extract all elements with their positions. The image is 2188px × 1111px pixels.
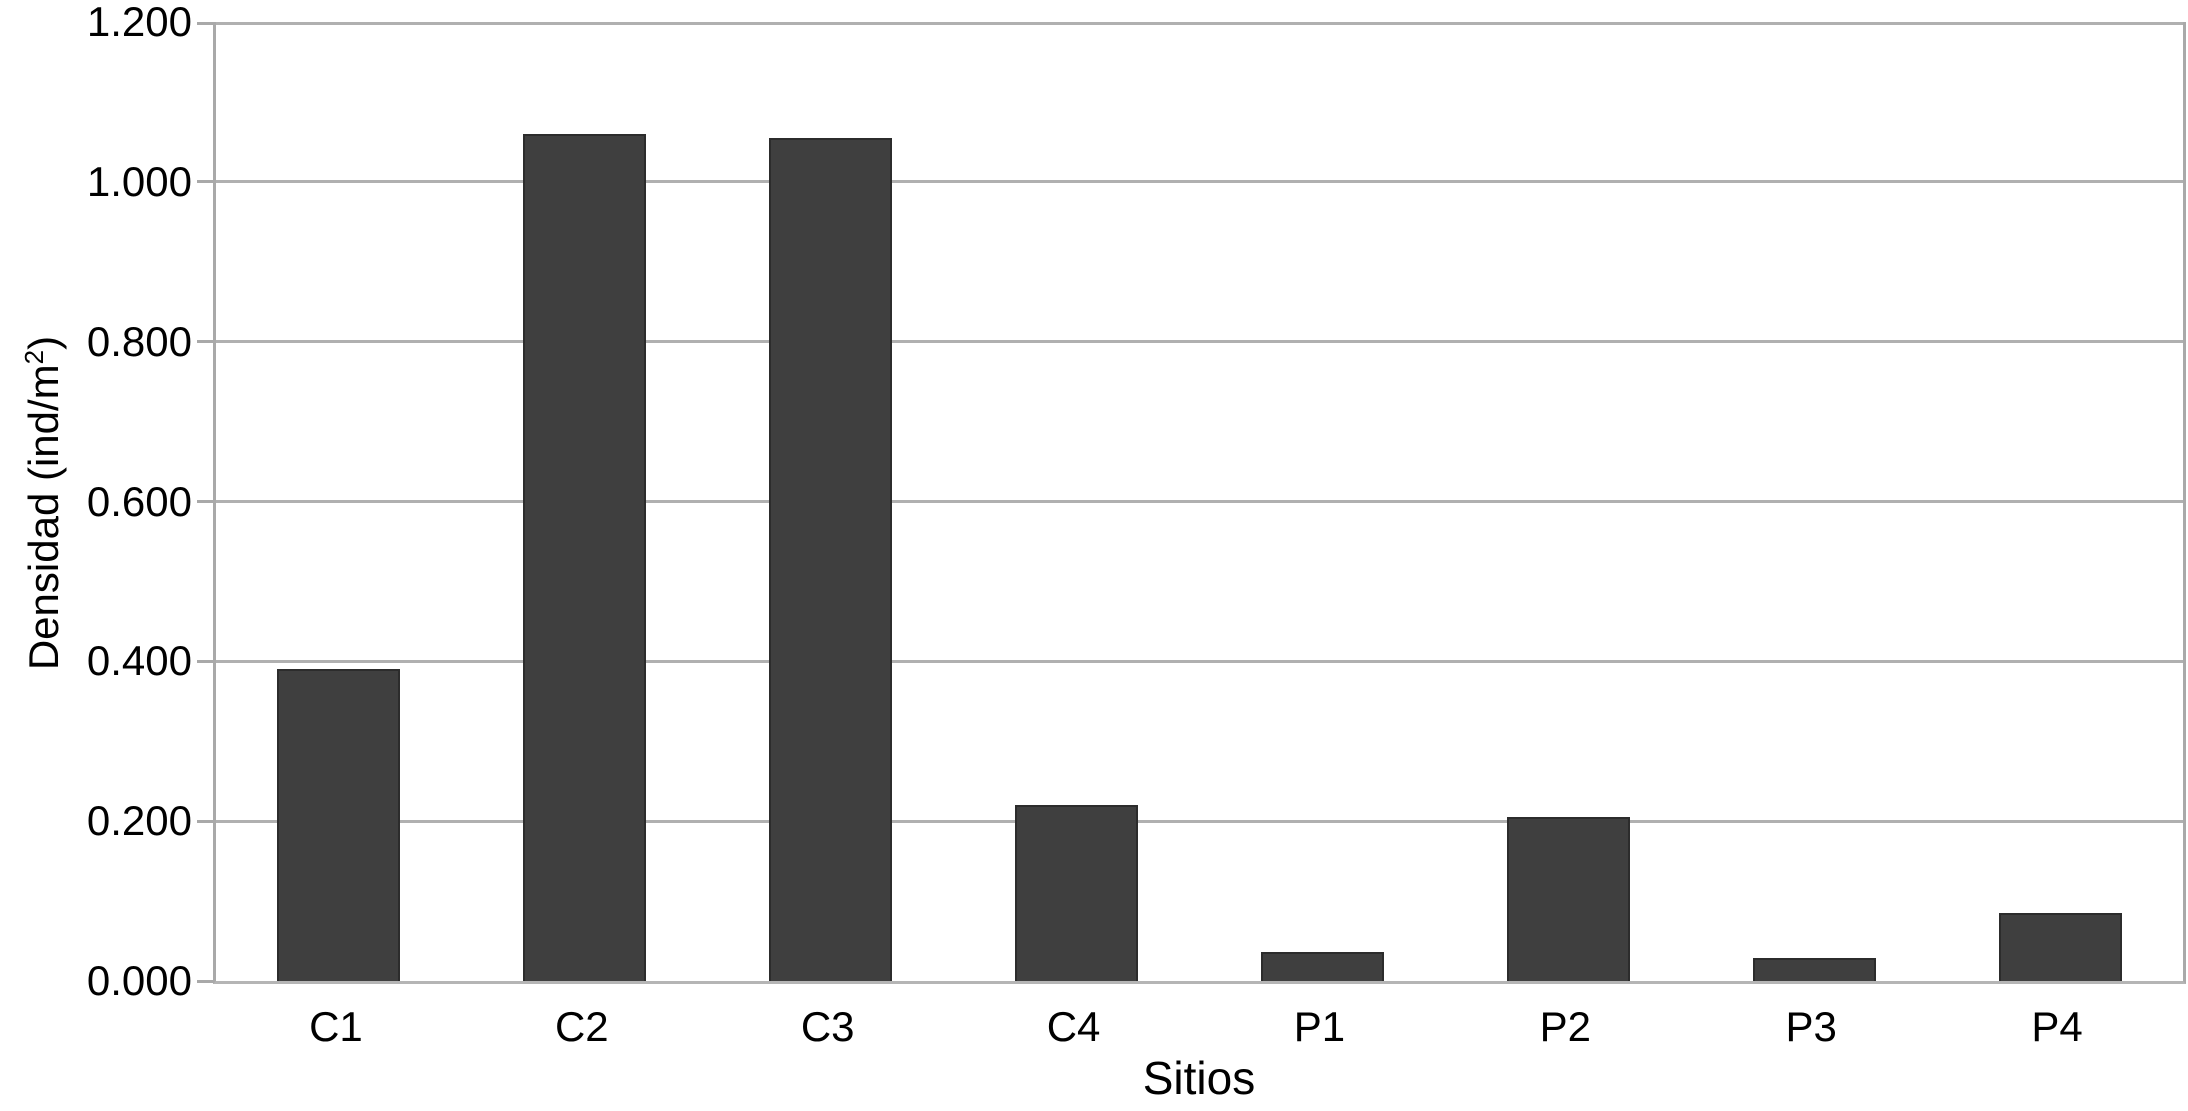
bar-P2 [1506, 817, 1630, 981]
x-tick-label-C4: C4 [1046, 1003, 1101, 1050]
gridline-1.200 [216, 22, 2183, 25]
bar-C2 [523, 133, 647, 981]
y-tick-mark-0.200 [197, 819, 213, 823]
plot-area [213, 22, 2186, 984]
bar-C4 [1015, 805, 1139, 981]
x-tick-label-C2: C2 [554, 1003, 609, 1050]
y-tick-label-0.400: 0.400 [86, 637, 192, 685]
gridline-0.400 [216, 659, 2183, 663]
y-tick-label-0.000: 0.000 [86, 957, 192, 1004]
bar-P4 [1998, 913, 2122, 981]
bar-P1 [1260, 952, 1384, 981]
x-tick-label-C1: C1 [309, 1003, 363, 1050]
gridline-0.800 [216, 340, 2183, 344]
x-tick-label-P1: P1 [1293, 1003, 1346, 1050]
x-tick-label-P2: P2 [1539, 1003, 1591, 1050]
y-tick-label-0.200: 0.200 [86, 797, 192, 845]
y-tick-mark-1.000 [197, 180, 213, 184]
x-axis-title: Sitios [1142, 1052, 1256, 1104]
x-tick-label-C3: C3 [800, 1003, 855, 1050]
y-tick-mark-0.000 [197, 979, 213, 983]
y-tick-mark-1.200 [197, 22, 213, 25]
bar-C3 [769, 137, 893, 981]
y-tick-mark-0.400 [197, 659, 213, 663]
y-tick-label-1.200: 1.200 [86, 0, 192, 45]
gridline-0.600 [216, 500, 2183, 503]
y-tick-mark-0.600 [197, 500, 213, 503]
x-tick-label-P4: P4 [2031, 1003, 2083, 1050]
gridline-1.000 [216, 180, 2183, 184]
gridline-0.200 [216, 819, 2183, 823]
y-tick-label-0.800: 0.800 [86, 317, 192, 365]
bar-P3 [1752, 957, 1876, 981]
bar-C1 [277, 669, 401, 981]
y-tick-mark-0.800 [197, 340, 213, 344]
x-tick-label-P3: P3 [1785, 1003, 1837, 1050]
y-tick-label-0.600: 0.600 [86, 477, 192, 525]
y-tick-label-1.000: 1.000 [86, 157, 192, 205]
